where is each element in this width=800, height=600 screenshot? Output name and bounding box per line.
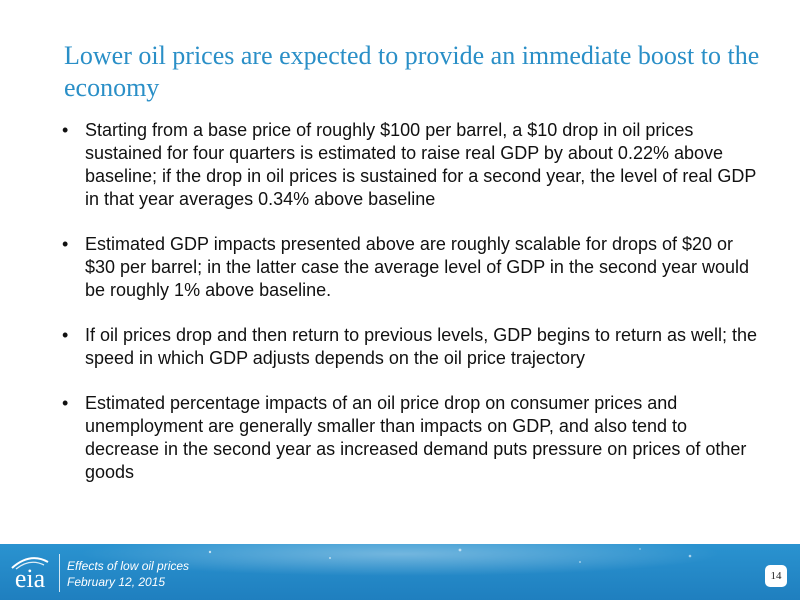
bullet-item: • If oil prices drop and then return to … <box>62 324 762 370</box>
bullet-marker: • <box>62 393 69 413</box>
eia-logo: eia <box>8 554 52 594</box>
presentation-title: Effects of low oil prices <box>67 559 190 573</box>
bullet-marker: • <box>62 234 69 254</box>
logo-swoosh-icon <box>11 557 49 570</box>
bullet-list: • Starting from a base price of roughly … <box>62 119 762 506</box>
page-number: 14 <box>765 565 787 587</box>
bullet-item: • Estimated GDP impacts presented above … <box>62 233 762 302</box>
footer-band: eia Effects of low oil prices February 1… <box>0 544 800 600</box>
footer-decoration <box>80 544 720 576</box>
bullet-text: Estimated GDP impacts presented above ar… <box>85 234 750 300</box>
bullet-item: • Starting from a base price of roughly … <box>62 119 762 211</box>
presentation-date: February 12, 2015 <box>67 575 166 589</box>
bullet-text: Starting from a base price of roughly $1… <box>85 120 757 209</box>
bullet-marker: • <box>62 120 69 140</box>
bullet-text: Estimated percentage impacts of an oil p… <box>85 393 747 482</box>
bullet-text: If oil prices drop and then return to pr… <box>85 325 758 368</box>
logo-text: eia <box>14 564 46 593</box>
bullet-marker: • <box>62 325 69 345</box>
slide-title: Lower oil prices are expected to provide… <box>64 41 760 102</box>
bullet-item: • Estimated percentage impacts of an oil… <box>62 392 762 484</box>
footer-divider <box>59 554 60 592</box>
